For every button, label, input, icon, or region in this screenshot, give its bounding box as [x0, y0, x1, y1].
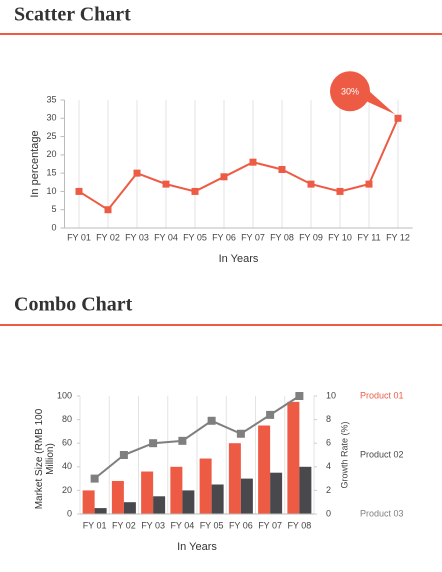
y-tick-label: 10 [46, 186, 56, 196]
x-tick-label: FY 02 [112, 520, 136, 530]
y-tick-label: 5 [51, 204, 56, 214]
y-tick-label: 80 [62, 414, 72, 424]
legend-entry: Product 01 [360, 390, 404, 400]
x-tick-label: FY 10 [328, 232, 352, 242]
y-tick-label: 40 [62, 461, 72, 471]
marker [191, 187, 199, 195]
y2-axis-title: Growth Rate (%) [339, 421, 349, 488]
y2-tick-label: 0 [326, 508, 331, 518]
x-tick-label: FY 08 [270, 232, 294, 242]
x-tick-label: FY 12 [386, 232, 410, 242]
y2-tick-label: 6 [326, 438, 331, 448]
y2-tick-label: 8 [326, 414, 331, 424]
legend-entry: Product 03 [360, 508, 404, 518]
annotation-bubble [330, 71, 370, 112]
y2-tick-label: 2 [326, 485, 331, 495]
y-tick-label: 60 [62, 438, 72, 448]
x-tick-label: FY 05 [183, 232, 207, 242]
marker [178, 436, 187, 445]
marker [220, 173, 228, 181]
bar [170, 466, 183, 514]
x-tick-label: FY 06 [212, 232, 236, 242]
marker [119, 451, 128, 459]
y-axis-title: In percentage [29, 130, 41, 197]
x-tick-label: FY 08 [287, 520, 311, 530]
x-tick-label: FY 11 [357, 232, 380, 242]
bar [199, 458, 212, 514]
bar [270, 472, 283, 514]
y-tick-label: 20 [62, 485, 72, 495]
x-tick-label: FY 01 [83, 520, 107, 530]
y-tick-label: 20 [46, 149, 56, 159]
bar [182, 490, 195, 514]
x-tick-label: FY 02 [96, 232, 120, 242]
bar [82, 490, 95, 514]
y-tick-label: 100 [57, 390, 72, 400]
y2-tick-label: 4 [326, 461, 331, 471]
x-tick-label: FY 04 [154, 232, 178, 242]
y-tick-label: 35 [46, 94, 56, 104]
bar [153, 496, 166, 514]
y2-tick-label: 10 [326, 390, 336, 400]
y-tick-label: 15 [46, 168, 56, 178]
marker [75, 187, 83, 195]
y-axis-title: Market Size (RMB 100 Million) [34, 408, 56, 510]
marker [336, 187, 344, 195]
section-heading: Scatter Chart [14, 4, 131, 26]
marker [236, 429, 245, 438]
bar [111, 480, 124, 514]
bar [299, 466, 312, 514]
x-tick-label: FY 01 [67, 232, 91, 242]
bar [141, 471, 154, 514]
bar [287, 401, 300, 514]
marker [162, 180, 170, 188]
bar [123, 502, 136, 514]
legend-entry: Product 02 [360, 449, 404, 459]
x-tick-label: FY 03 [125, 232, 149, 242]
line [78, 117, 399, 212]
marker [278, 165, 286, 173]
x-tick-label: FY 04 [170, 520, 194, 530]
bar [211, 484, 224, 514]
section-heading: Combo Chart [14, 294, 133, 316]
marker [149, 439, 158, 448]
marker [207, 416, 216, 425]
y-tick-label: 30 [46, 113, 56, 123]
marker [307, 180, 315, 188]
x-tick-label: FY 09 [299, 232, 323, 242]
y-tick-label: 25 [46, 131, 56, 141]
bar [228, 443, 241, 514]
marker [365, 180, 373, 188]
marker [295, 392, 304, 400]
x-axis-title: In Years [219, 253, 259, 265]
y-tick-label: 0 [67, 508, 72, 518]
annotation-tail [362, 89, 395, 115]
marker [90, 474, 99, 483]
marker [394, 114, 402, 122]
x-tick-label: FY 07 [241, 232, 265, 242]
marker [249, 158, 257, 166]
line [93, 395, 300, 480]
bar [258, 425, 271, 514]
x-axis-title: In Years [177, 541, 217, 553]
marker [133, 169, 141, 177]
marker [266, 410, 275, 419]
x-tick-label: FY 05 [200, 520, 224, 530]
annotation: 30% [341, 87, 359, 97]
x-tick-label: FY 07 [258, 520, 282, 530]
x-tick-label: FY 03 [141, 520, 165, 530]
x-tick-label: FY 06 [229, 520, 253, 530]
bar [240, 478, 253, 514]
marker [104, 206, 112, 214]
y-tick-label: 0 [51, 222, 56, 232]
bar [94, 508, 107, 514]
